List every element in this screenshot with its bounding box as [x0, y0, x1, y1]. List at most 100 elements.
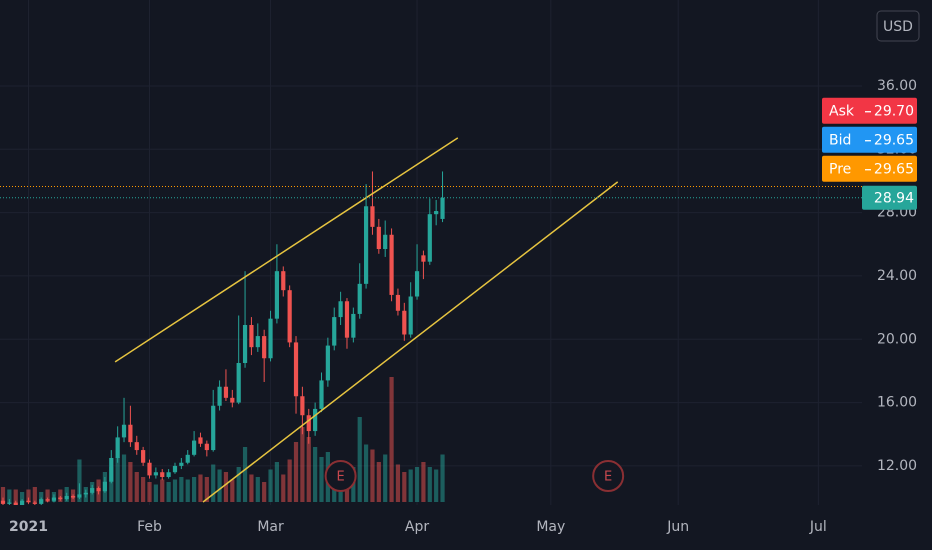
price-label-name: Ask — [829, 104, 855, 120]
y-tick-label: 36.00 — [877, 78, 917, 94]
event-label: E — [336, 470, 344, 485]
candle-body — [198, 437, 203, 444]
volume-bar — [121, 454, 127, 502]
candle-body — [300, 396, 305, 416]
volume-bar — [20, 492, 25, 502]
candle-body — [51, 497, 57, 501]
candle-body — [134, 442, 139, 451]
candle-body — [147, 462, 152, 476]
candle-body — [77, 494, 82, 498]
candle-body — [115, 437, 120, 458]
volume-bar — [363, 444, 369, 502]
volume-bar — [376, 462, 381, 502]
candle-body — [204, 443, 209, 451]
x-tick-label: Jul — [809, 519, 827, 535]
volume-bar — [198, 474, 203, 502]
volume-bar — [268, 469, 273, 502]
candle-body — [96, 488, 101, 492]
volume-bar — [395, 464, 401, 502]
trend-line — [114, 137, 459, 363]
volume-bar — [293, 442, 299, 502]
volume-bar — [421, 462, 426, 502]
currency-label[interactable]: USD — [883, 19, 913, 35]
candle-body — [389, 234, 394, 295]
y-tick-label: 12.00 — [877, 458, 917, 474]
candle-body — [242, 325, 248, 363]
volume-bar — [128, 462, 133, 502]
candle-body — [160, 472, 165, 477]
volume-bar — [109, 467, 114, 502]
candle-body — [395, 294, 401, 311]
candle-body — [58, 497, 63, 500]
candle-body — [0, 500, 6, 504]
volume-bar — [13, 489, 18, 502]
candle-body — [363, 206, 369, 284]
currency-button[interactable]: USD — [876, 10, 920, 42]
volume-bar — [147, 482, 152, 502]
volume-bar — [414, 467, 420, 502]
last-price-box — [862, 185, 917, 210]
candle-body — [64, 495, 69, 500]
candle-body — [249, 325, 254, 348]
price-label-box — [822, 126, 917, 153]
volume-bar — [191, 477, 197, 502]
candle-body — [211, 405, 216, 451]
candle-body — [45, 499, 50, 501]
price-label-value: 29.65 — [874, 162, 914, 178]
volume-bar — [58, 489, 63, 502]
volume-bar — [115, 457, 120, 502]
x-tick-label: 2021 — [9, 519, 48, 535]
candle-body — [370, 206, 375, 227]
candle-body — [281, 271, 286, 291]
volume-bar — [204, 477, 209, 502]
candle-body — [179, 462, 184, 466]
y-tick-label: 24.00 — [877, 268, 917, 284]
volume-bar — [172, 479, 178, 502]
candle-body — [414, 271, 420, 297]
volume-bar — [236, 467, 241, 502]
candle-body — [306, 415, 311, 432]
price-label-value: 29.70 — [874, 104, 914, 120]
candle-body — [313, 408, 318, 432]
axes: 12.0016.0020.0024.0028.0032.0036.002021F… — [9, 78, 917, 535]
trend-line — [202, 181, 619, 503]
volume-bar — [7, 489, 12, 502]
price-label-name: Pre — [829, 162, 851, 178]
candle-body — [32, 502, 37, 504]
candle-body — [26, 500, 31, 503]
volume-bar — [281, 474, 286, 502]
candle-body — [191, 440, 197, 455]
candle-body — [13, 502, 18, 505]
volume-bar — [242, 447, 248, 502]
price-label-name: Bid — [829, 133, 851, 149]
candle-body — [325, 345, 330, 381]
candle-body — [440, 197, 445, 219]
candle-body — [185, 454, 190, 463]
candle-body — [357, 283, 362, 314]
volume-bar — [427, 467, 432, 502]
candle-body — [217, 386, 222, 406]
volume-bar — [0, 487, 6, 502]
x-tick-label: Mar — [257, 519, 284, 535]
candle-body — [230, 397, 235, 403]
event-label: E — [604, 470, 612, 485]
candle-body — [332, 317, 337, 346]
candle-body — [427, 214, 432, 262]
candle-body — [255, 336, 260, 348]
candle-body — [141, 450, 146, 463]
candle-body — [153, 472, 158, 476]
candle-body — [287, 290, 292, 343]
candle-body — [262, 336, 267, 359]
candle-body — [383, 234, 388, 250]
price-label-box — [822, 97, 917, 124]
candle-body — [408, 296, 413, 335]
candle-body — [90, 488, 95, 493]
volume-bar — [45, 489, 50, 502]
x-tick-label: May — [536, 519, 565, 535]
volume-bar — [300, 427, 305, 502]
volume-bar — [306, 437, 311, 502]
currency-button-box[interactable] — [876, 10, 920, 42]
volume-bar — [217, 469, 222, 502]
volume-bar — [319, 457, 324, 502]
